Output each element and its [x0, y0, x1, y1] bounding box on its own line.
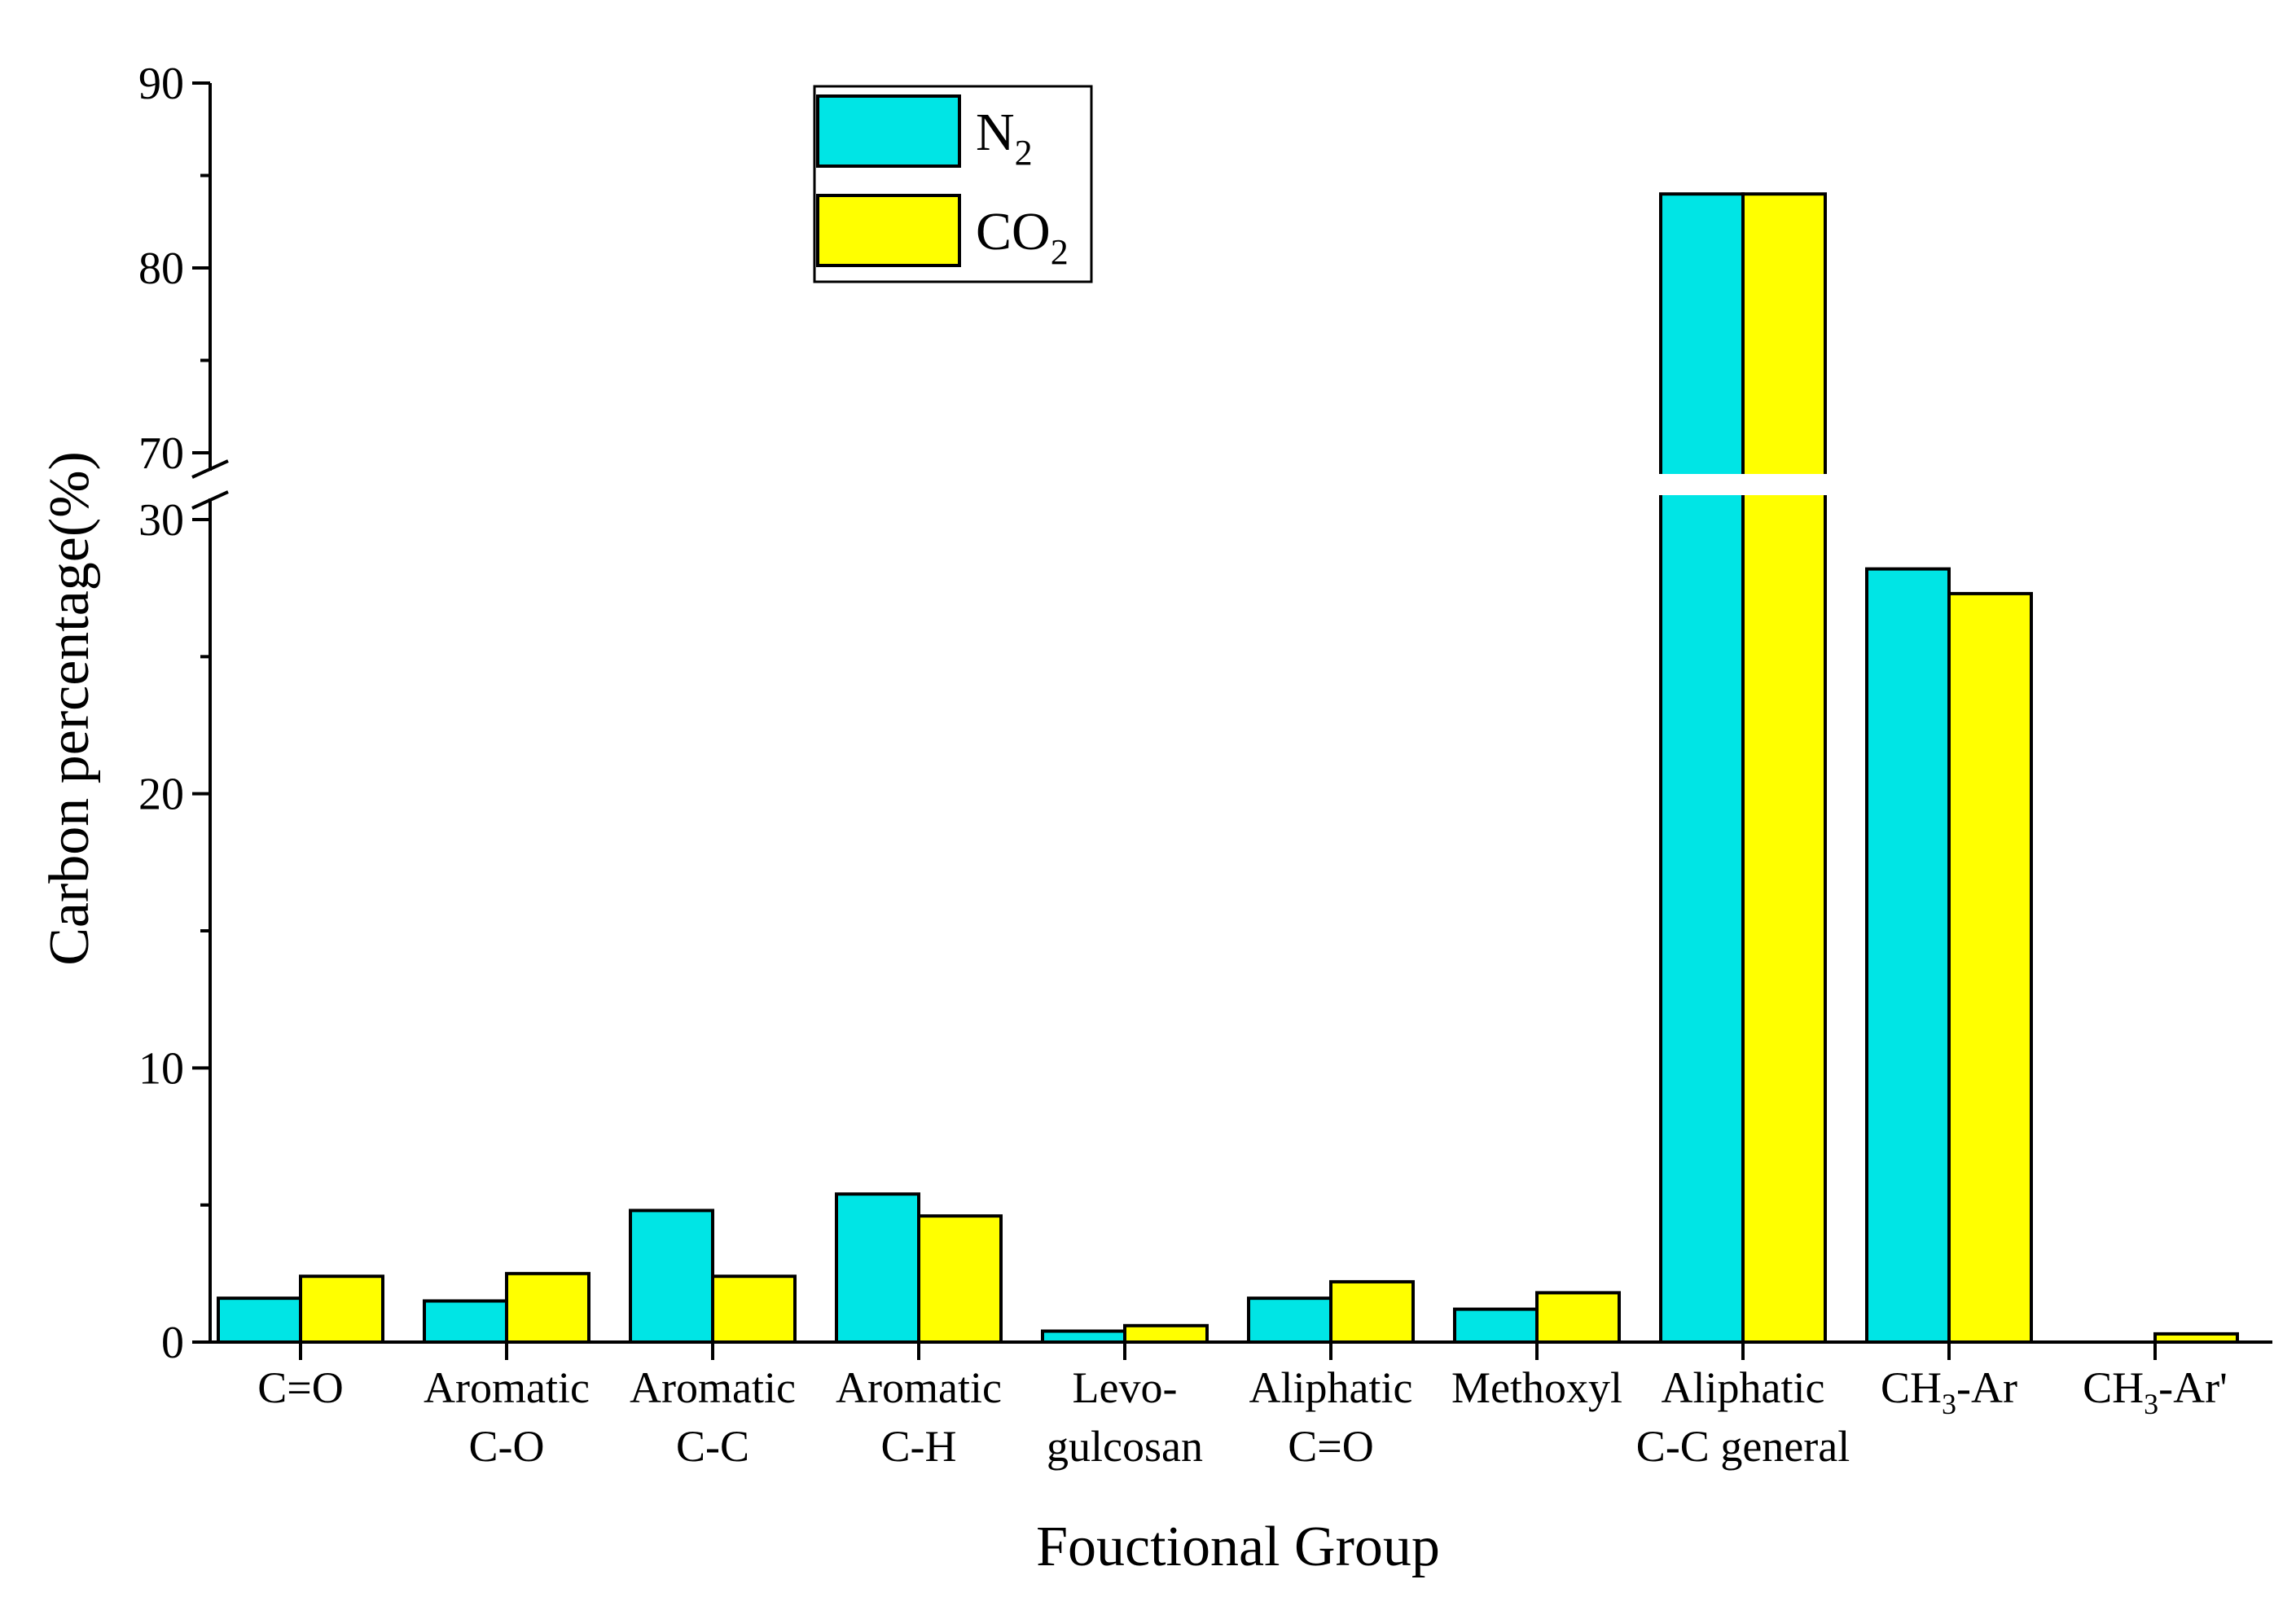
- x-category-label-0-line1: C=O: [257, 1363, 343, 1412]
- legend-label-sub-0: 2: [1015, 133, 1033, 173]
- x-axis-title: Fouctional Group: [1036, 1516, 1440, 1578]
- bar-co2-4: [1123, 1323, 1209, 1345]
- legend-label-co2: CO2: [976, 202, 1069, 272]
- bar-n2-2: [629, 1209, 714, 1345]
- x-category-label-2-line2: C-C: [676, 1422, 749, 1471]
- y-axis-title: Carbon percentage(%): [38, 451, 101, 966]
- y-tick-label-90: 90: [138, 59, 184, 109]
- x-category-label-8-main: CH: [1881, 1363, 1942, 1412]
- bar-co2-5: [1329, 1279, 1415, 1345]
- bar-n2-5: [1247, 1296, 1332, 1344]
- x-category-label-9-sub: 3: [2144, 1388, 2158, 1420]
- bars: [217, 192, 2239, 1345]
- y-tick-label-10: 10: [138, 1043, 184, 1094]
- bar-n2-3: [835, 1192, 920, 1344]
- bar-co2-7: [1741, 192, 1827, 1345]
- legend-swatch-n2: [816, 94, 961, 168]
- bar-co2-6: [1535, 1291, 1621, 1345]
- bar-n2-6: [1453, 1307, 1539, 1344]
- y-tick-label-0: 0: [161, 1318, 184, 1368]
- x-category-label-8: CH3-Ar: [1881, 1363, 2017, 1420]
- bar-n2-4: [1041, 1329, 1126, 1344]
- bar-n2-1: [423, 1299, 508, 1344]
- x-category-label-3-line1: Aromatic: [836, 1363, 1002, 1412]
- bar-co2-8: [1947, 591, 2033, 1344]
- x-category-label-8-rest: -Ar: [1956, 1363, 2017, 1412]
- bar-n2-8: [1865, 567, 1951, 1344]
- y-tick-label-70: 70: [138, 428, 184, 479]
- x-category-label-9: CH3-Ar': [2083, 1363, 2228, 1420]
- x-category-label-9-main: CH: [2083, 1363, 2144, 1412]
- x-category-label-5-line1: Aliphatic: [1249, 1363, 1413, 1412]
- x-category-label-9-rest: -Ar': [2158, 1363, 2228, 1412]
- x-category-label-1-line2: C-O: [469, 1422, 545, 1471]
- bar-co2-2: [711, 1275, 797, 1344]
- axis-break-mark-lower: [191, 490, 229, 510]
- bar-co2-0: [299, 1275, 384, 1344]
- x-category-label-3-line2: C-H: [881, 1422, 957, 1471]
- bar-n2-0: [217, 1296, 302, 1344]
- x-category-label-4-line2: gulcosan: [1047, 1422, 1203, 1471]
- bar-co2-9: [2153, 1332, 2239, 1345]
- axis-break-gap-7: [1657, 474, 1828, 495]
- bar-n2-7: [1659, 192, 1745, 1345]
- bar-co2-3: [917, 1214, 1003, 1344]
- y-tick-label-20: 20: [138, 770, 184, 820]
- legend-label-main-1: CO: [976, 202, 1051, 261]
- x-category-label-4-line1: Levo-: [1073, 1363, 1178, 1412]
- bar-co2-1: [505, 1271, 590, 1345]
- axis-break-mark-upper: [191, 459, 229, 479]
- x-category-label-7-line2: C-C general: [1636, 1422, 1850, 1471]
- x-category-label-1-line1: Aromatic: [424, 1363, 590, 1412]
- legend-swatch-co2: [816, 194, 961, 267]
- labels: 0 10 20 30 70 80 90 C=O Aromatic C-O Aromatic C-C Ar…: [38, 59, 2228, 1578]
- y-tick-label-80: 80: [138, 243, 184, 294]
- x-category-label-8-sub: 3: [1942, 1388, 1956, 1420]
- y-tick-label-30: 30: [138, 495, 184, 546]
- x-category-label-5-line2: C=O: [1288, 1422, 1373, 1471]
- x-category-label-6-line1: Methoxyl: [1451, 1363, 1622, 1412]
- x-category-label-2-line1: Aromatic: [630, 1363, 796, 1412]
- x-category-label-7-line1: Aliphatic: [1662, 1363, 1825, 1412]
- legend-label-main-0: N: [976, 103, 1015, 162]
- legend-label-sub-1: 2: [1051, 232, 1069, 272]
- legend-label-n2: N2: [976, 103, 1033, 173]
